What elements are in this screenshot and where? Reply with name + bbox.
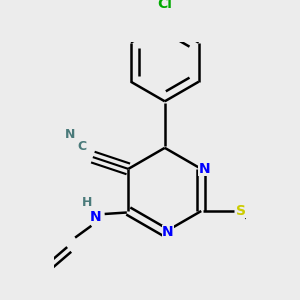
Text: N: N [90,210,102,224]
Text: N: N [162,225,173,239]
Text: N: N [198,162,210,176]
Text: H: H [82,196,92,209]
Text: C: C [77,140,86,152]
Text: S: S [236,204,246,218]
Text: N: N [65,128,75,141]
Text: Cl: Cl [157,0,172,11]
